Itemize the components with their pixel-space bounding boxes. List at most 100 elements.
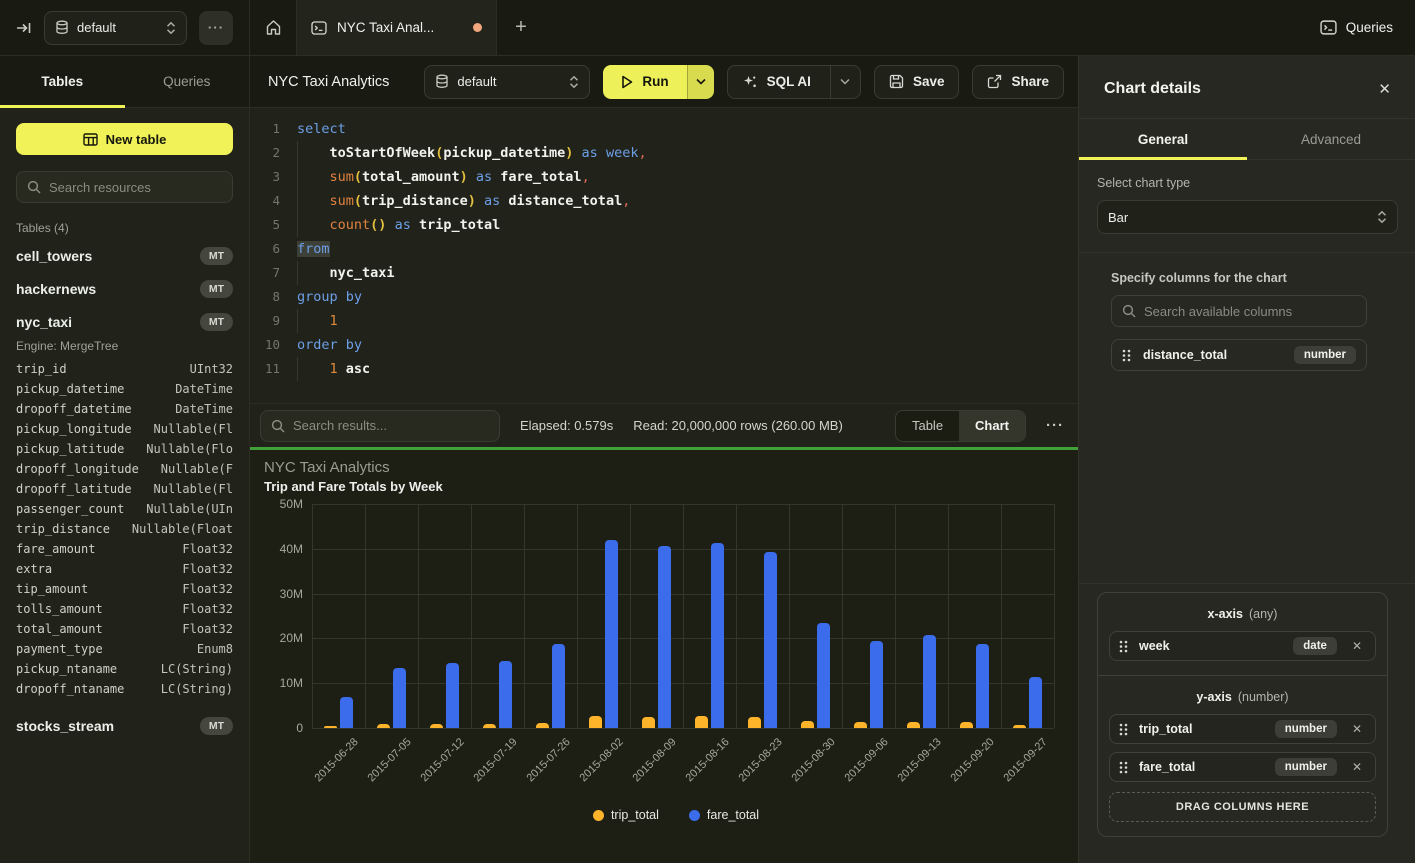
code-text: select [297, 121, 346, 137]
home-button[interactable] [250, 0, 297, 55]
column-type: Nullable(F [160, 462, 233, 476]
x-axis-tick-label: 2015-09-27 [1001, 736, 1050, 785]
bar-trip_total [801, 720, 814, 728]
column-row: dropoff_datetime DateTime [16, 399, 233, 419]
new-tab-button[interactable]: + [497, 0, 545, 55]
table-row-hackernews[interactable]: hackernews MT [16, 272, 233, 305]
view-toggle-table[interactable]: Table [896, 411, 959, 441]
pill-column-name: week [1139, 639, 1170, 653]
engine-badge: MT [199, 312, 233, 331]
x-axis-label: x-axis [1207, 607, 1243, 621]
column-pill-week[interactable]: week date ✕ [1109, 631, 1376, 661]
x-axis-title: x-axis (any) [1109, 607, 1376, 621]
grid-line-vertical [895, 504, 896, 728]
collapse-sidebar-button[interactable] [16, 20, 32, 36]
view-toggle-chart[interactable]: Chart [959, 410, 1025, 441]
tables-list: cell_towers MT hackernews MT nyc_taxi MT Engin… [16, 239, 233, 742]
column-type: Float32 [182, 542, 233, 556]
tab-advanced[interactable]: Advanced [1300, 132, 1362, 147]
legend-item-fare_total[interactable]: fare_total [688, 808, 759, 822]
save-button[interactable]: Save [873, 64, 960, 99]
close-icon[interactable]: ✕ [1378, 81, 1391, 98]
run-options-button[interactable] [686, 64, 714, 99]
sql-ai-label: SQL AI [766, 74, 811, 89]
toolbar-database-selector[interactable]: default [424, 64, 591, 99]
remove-column-icon[interactable]: ✕ [1348, 639, 1366, 653]
column-type: Nullable(UIn [146, 502, 233, 516]
bar-fare_total [499, 660, 512, 728]
database-icon [55, 20, 69, 35]
code-line: 7 nyc_taxi [250, 261, 1078, 285]
column-type: Float32 [182, 582, 233, 596]
available-column-type: number [1293, 346, 1356, 364]
code-line: 5 count() as trip_total [250, 213, 1078, 237]
code-text: count() as trip_total [297, 213, 500, 237]
run-button[interactable]: Run [603, 64, 687, 99]
bars-row [312, 504, 1054, 728]
sidebar-tab-tables[interactable]: Tables [0, 56, 125, 108]
column-type: Nullable(Float [131, 522, 233, 536]
drag-columns-dropzone[interactable]: DRAG COLUMNS HERE [1109, 792, 1376, 822]
sql-editor[interactable]: 1 select 2 toStartOfWeek(pickup_datetime) … [250, 108, 1078, 403]
chart-type-selector[interactable]: Bar [1097, 200, 1398, 234]
table-grid-icon [82, 132, 98, 146]
share-button-label: Share [1011, 74, 1049, 89]
tab-general[interactable]: General [1079, 119, 1247, 160]
column-type: Nullable(Fl [153, 482, 233, 496]
column-name: fare_amount [16, 542, 96, 556]
table-row-nyc_taxi[interactable]: nyc_taxi MT [16, 305, 233, 338]
save-button-label: Save [912, 74, 945, 89]
results-search-input[interactable] [293, 418, 489, 433]
topbar-right: Queries [1298, 0, 1415, 55]
tab-strip: NYC Taxi Anal... + [250, 0, 1298, 55]
x-axis-tick-label: 2015-06-28 [312, 736, 361, 785]
column-name: tip_amount [16, 582, 89, 596]
results-more-button[interactable]: ··· [1046, 417, 1064, 434]
chart-details-panel: Chart details ✕ General Advanced Select … [1078, 56, 1415, 863]
x-axis-tick-label: 2015-08-16 [683, 736, 732, 785]
legend-item-trip_total[interactable]: trip_total [592, 808, 659, 822]
chart-subtitle: Trip and Fare Totals by Week [264, 479, 443, 494]
resource-search [16, 171, 233, 203]
column-pill-fare_total[interactable]: fare_total number ✕ [1109, 752, 1376, 782]
line-number: 5 [272, 217, 280, 232]
code-line: 3 sum(total_amount) as fare_total, [250, 165, 1078, 189]
line-number: 3 [272, 169, 280, 184]
plus-icon: + [515, 16, 527, 38]
share-button[interactable]: Share [972, 64, 1064, 99]
column-type: UInt32 [189, 362, 233, 376]
results-search [260, 409, 500, 442]
code-text: 1 asc [297, 357, 370, 381]
run-button-group: Run [603, 64, 714, 99]
remove-column-icon[interactable]: ✕ [1348, 722, 1366, 736]
sql-ai-options[interactable] [829, 65, 860, 98]
column-row: passenger_count Nullable(UIn [16, 499, 233, 519]
resource-search-input[interactable] [49, 179, 222, 195]
chart-title: NYC Taxi Analytics [264, 459, 390, 476]
column-pill-trip_total[interactable]: trip_total number ✕ [1109, 714, 1376, 744]
x-axis-tick-label: 2015-07-12 [418, 736, 467, 785]
bar-group [630, 504, 683, 728]
column-type: LC(String) [160, 682, 233, 696]
available-column-distance_total[interactable]: distance_total number [1111, 339, 1367, 371]
sidebar-tab-queries[interactable]: Queries [163, 74, 211, 89]
columns-search-input[interactable] [1144, 303, 1356, 319]
column-row: trip_distance Nullable(Float [16, 519, 233, 539]
column-name: payment_type [16, 642, 103, 656]
available-column-name: distance_total [1143, 348, 1228, 362]
new-table-button[interactable]: New table [16, 123, 233, 155]
code-text: toStartOfWeek(pickup_datetime) as week, [297, 141, 647, 165]
sql-ai-button[interactable]: SQL AI [726, 64, 861, 99]
bar-fare_total [711, 543, 724, 728]
queries-button[interactable]: Queries [1320, 20, 1393, 35]
table-row-stocks_stream[interactable]: stocks_stream MT [16, 709, 233, 742]
table-row-cell_towers[interactable]: cell_towers MT [16, 239, 233, 272]
tab-nyc-taxi-analytics[interactable]: NYC Taxi Anal... [297, 0, 497, 55]
sidebar-more-button[interactable]: ··· [199, 10, 233, 45]
code-line: 1 select [250, 117, 1078, 141]
bar-group [312, 504, 365, 728]
legend-dot [592, 809, 604, 821]
database-selector-value: default [77, 20, 117, 35]
remove-column-icon[interactable]: ✕ [1348, 760, 1366, 774]
database-selector[interactable]: default [44, 10, 187, 45]
